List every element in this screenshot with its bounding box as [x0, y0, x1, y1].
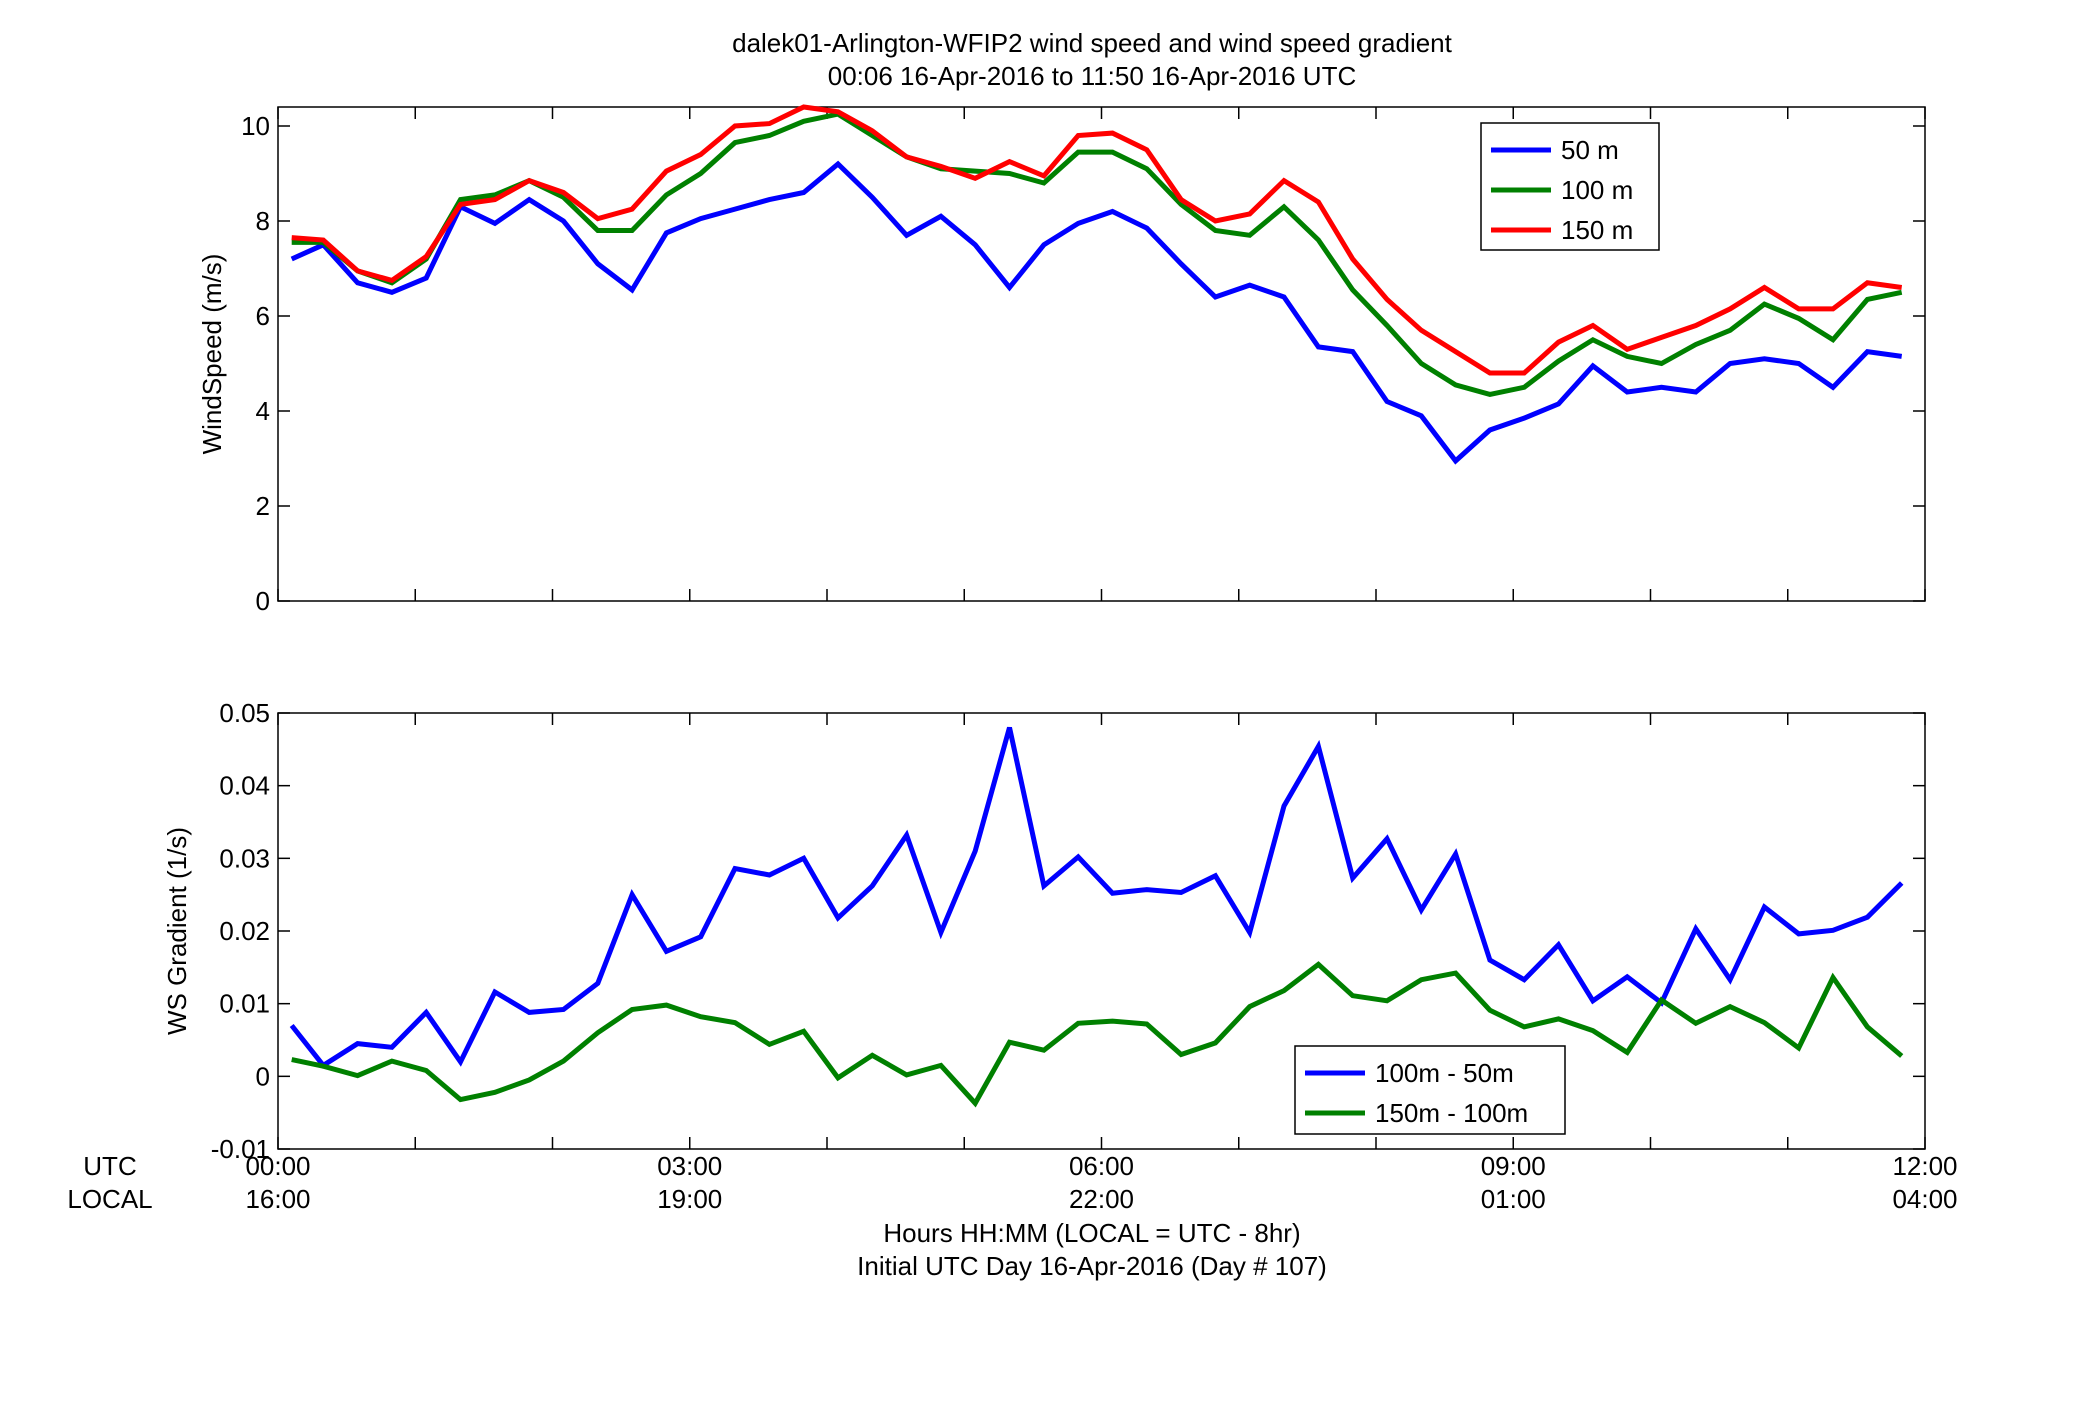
y-tick-label: -0.01	[211, 1134, 270, 1164]
chart-title: dalek01-Arlington-WFIP2 wind speed and w…	[732, 28, 1453, 58]
windspeed-panel: 0 2 4 6 8 10 WindSpeed (m/s) 50 m 100 m 150 m	[197, 104, 1926, 616]
y-tick-label: 0.03	[219, 843, 270, 873]
x-tick-label-utc: 09:00	[1481, 1151, 1546, 1181]
y-tick-label: 0.04	[219, 771, 270, 801]
y-tick-label: 8	[256, 206, 270, 236]
y-tick-label: 0	[256, 1061, 270, 1091]
y-tick-label: 0	[256, 586, 270, 616]
legend: 50 m 100 m 150 m	[1480, 122, 1660, 251]
x-tick-label-local: 22:00	[1069, 1184, 1134, 1214]
series-line	[291, 104, 1903, 376]
legend-label: 100m - 50m	[1375, 1058, 1514, 1088]
chart-subtitle: 00:06 16-Apr-2016 to 11:50 16-Apr-2016 U…	[828, 61, 1357, 91]
y-tick-label: 0.01	[219, 989, 270, 1019]
gradient-panel: -0.01 0 0.01 0.02 0.03 0.04 0.05 WS Gradient (1…	[162, 698, 1926, 1164]
series-line	[290, 160, 1903, 465]
utc-row-label: UTC	[83, 1151, 136, 1181]
x-tick-label-local: 16:00	[245, 1184, 310, 1214]
x-tick-label-local: 04:00	[1892, 1184, 1957, 1214]
legend-label: 50 m	[1561, 135, 1619, 165]
y-tick-label: 2	[256, 491, 270, 521]
y-axis-label: WS Gradient (1/s)	[162, 827, 192, 1035]
series-line	[289, 726, 1904, 1069]
legend-label: 100 m	[1561, 175, 1633, 205]
legend-label: 150m - 100m	[1375, 1098, 1528, 1128]
y-tick-label: 0.05	[219, 698, 270, 728]
x-tick-label-utc: 12:00	[1892, 1151, 1957, 1181]
series-line	[291, 111, 1903, 397]
y-tick-label: 4	[256, 396, 270, 426]
x-tick-label-local: 01:00	[1481, 1184, 1546, 1214]
x-axis-sublabel: Initial UTC Day 16-Apr-2016 (Day # 107)	[857, 1251, 1327, 1281]
y-tick-label: 10	[241, 111, 270, 141]
x-tick-label-utc: 03:00	[657, 1151, 722, 1181]
plot-area	[277, 712, 1926, 1150]
legend: 100m - 50m 150m - 100m	[1294, 1045, 1566, 1135]
x-tick-label-local: 19:00	[657, 1184, 722, 1214]
x-tick-label-utc: 06:00	[1069, 1151, 1134, 1181]
y-axis-label: WindSpeed (m/s)	[197, 254, 227, 455]
legend-box	[1294, 1045, 1566, 1135]
local-row-label: LOCAL	[67, 1184, 152, 1214]
y-tick-label: 0.02	[219, 916, 270, 946]
x-tick-label-utc: 00:00	[245, 1151, 310, 1181]
legend-label: 150 m	[1561, 215, 1633, 245]
series-line	[291, 961, 1904, 1108]
y-tick-label: 6	[256, 301, 270, 331]
x-axis-label: Hours HH:MM (LOCAL = UTC - 8hr)	[883, 1218, 1300, 1248]
